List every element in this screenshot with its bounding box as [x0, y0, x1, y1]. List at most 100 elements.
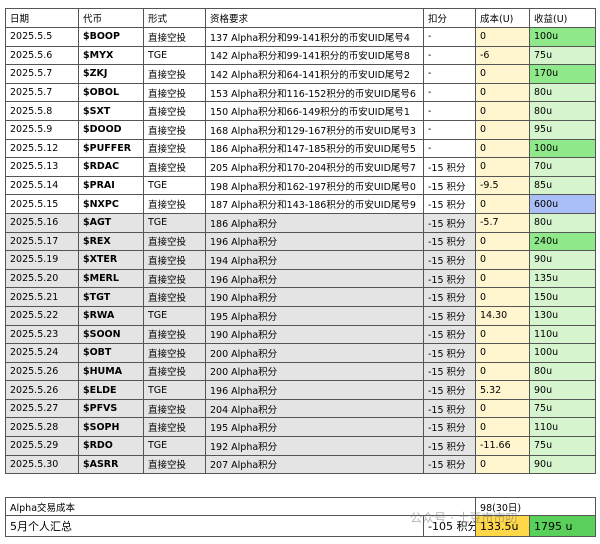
date-cell: 2025.5.15 — [5, 194, 79, 214]
summary-cost: 133.5u — [475, 515, 531, 537]
token-cell: $RDO — [78, 436, 144, 456]
table-row: 2025.5.21 $TGT 直接空投 190 Alpha积分 -15 积分 0 150u — [5, 287, 596, 307]
token-cell: $OBOL — [78, 82, 144, 103]
token-cell: $PRAI — [78, 175, 144, 196]
cost-cell: -9.5 — [475, 175, 530, 196]
requirement-cell: 198 Alpha积分和162-197积分的币安UID尾号0 — [205, 175, 424, 196]
income-cell: 100u — [529, 138, 596, 159]
table-row: 2025.5.24 $OBT 直接空投 200 Alpha积分 -15 积分 0 100u — [5, 343, 596, 363]
points-cell: - — [423, 82, 476, 103]
token-cell: $MYX — [78, 45, 144, 66]
token-cell: $PUFFER — [78, 138, 144, 159]
table-row: 2025.5.5 $BOOP 直接空投 137 Alpha积分和99-141积分的币安… — [5, 27, 596, 47]
token-cell: $OBT — [78, 343, 144, 363]
income-cell: 100u — [529, 27, 596, 47]
cost-cell: 14.30 — [475, 305, 530, 326]
income-cell: 135u — [529, 268, 596, 289]
cost-cell: 0 — [475, 138, 530, 159]
requirement-cell: 142 Alpha积分和99-141积分的币安UID尾号8 — [205, 45, 424, 66]
token-cell: $NXPC — [78, 194, 144, 214]
points-cell: -15 积分 — [423, 417, 476, 438]
token-cell: $DOOD — [78, 119, 144, 140]
summary-row: 5月个人汇总 -105 积分 133.5u 1795 u — [5, 515, 597, 537]
form-cell: 直接空投 — [143, 27, 206, 47]
table-row: 2025.5.29 $RDO TGE 192 Alpha积分 -15 积分 -11.66 7… — [5, 436, 596, 456]
points-cell: -15 积分 — [423, 212, 476, 233]
table-row: 2025.5.7 $OBOL 直接空投 153 Alpha积分和116-152积分的币… — [5, 82, 596, 103]
table-row: 2025.5.26 $ELDE TGE 196 Alpha积分 -15 积分 5.32 90… — [5, 380, 596, 400]
column-header: 资格要求 — [205, 8, 424, 28]
cost-label: Alpha交易成本 — [4, 497, 477, 516]
token-cell: $REX — [78, 231, 144, 252]
form-cell: 直接空投 — [143, 287, 206, 307]
cost-cell: 0 — [475, 157, 530, 177]
requirement-cell: 200 Alpha积分 — [205, 361, 424, 382]
income-cell: 80u — [529, 82, 596, 103]
watermark: 公众号 · 土豆市市叨 — [410, 511, 518, 525]
date-cell: 2025.5.22 — [5, 305, 79, 326]
points-cell: -15 积分 — [423, 231, 476, 252]
requirement-cell: 200 Alpha积分 — [205, 343, 424, 363]
table-row: 2025.5.30 $ASRR 直接空投 207 Alpha积分 -15 积分 0 90u — [5, 454, 596, 475]
form-cell: 直接空投 — [143, 398, 206, 419]
points-cell: -15 积分 — [423, 157, 476, 177]
date-cell: 2025.5.27 — [5, 398, 79, 419]
form-cell: 直接空投 — [143, 231, 206, 252]
form-cell: 直接空投 — [143, 268, 206, 289]
requirement-cell: 194 Alpha积分 — [205, 250, 424, 270]
cost-cell: 0 — [475, 250, 530, 270]
date-cell: 2025.5.8 — [5, 101, 79, 121]
income-cell: 70u — [529, 157, 596, 177]
points-cell: -15 积分 — [423, 380, 476, 400]
table-row: 2025.5.19 $XTER 直接空投 194 Alpha积分 -15 积分 0 90u — [5, 250, 596, 270]
income-cell: 110u — [529, 324, 596, 345]
token-cell: $PFVS — [78, 398, 144, 419]
date-cell: 2025.5.20 — [5, 268, 79, 289]
income-cell: 90u — [529, 454, 596, 475]
income-cell: 80u — [529, 361, 596, 382]
cost-cell: 0 — [475, 361, 530, 382]
points-cell: -15 积分 — [423, 398, 476, 419]
income-cell: 80u — [529, 101, 596, 121]
points-cell: -15 积分 — [423, 268, 476, 289]
income-cell: 80u — [529, 212, 596, 233]
date-cell: 2025.5.5 — [5, 27, 79, 47]
table-row: 2025.5.7 $ZKJ 直接空投 142 Alpha积分和64-141积分的币安U… — [5, 64, 596, 84]
date-cell: 2025.5.29 — [5, 436, 79, 456]
income-cell: 90u — [529, 250, 596, 270]
summary-income: 1795 u — [529, 515, 597, 537]
table-row: 2025.5.8 $SXT 直接空投 150 Alpha积分和66-149积分的币安U… — [5, 101, 596, 121]
token-cell: $XTER — [78, 250, 144, 270]
token-cell: $HUMA — [78, 361, 144, 382]
income-cell: 85u — [529, 175, 596, 196]
summary-label: 5月个人汇总 — [5, 515, 424, 537]
airdrop-table: 日期 代币 形式 资格要求 扣分 成本(U) 收益(U) 2025.5.5 $BOOP 直接空投… — [5, 8, 596, 475]
income-cell: 150u — [529, 287, 596, 307]
requirement-cell: 196 Alpha积分 — [205, 380, 424, 400]
date-cell: 2025.5.6 — [5, 45, 79, 66]
cost-cell: -5.7 — [475, 212, 530, 233]
points-cell: - — [423, 119, 476, 140]
column-header: 代币 — [78, 8, 144, 28]
form-cell: 直接空投 — [143, 343, 206, 363]
form-cell: TGE — [143, 175, 206, 196]
table-row: 2025.5.14 $PRAI TGE 198 Alpha积分和162-197积分的币… — [5, 175, 596, 196]
points-cell: -15 积分 — [423, 343, 476, 363]
requirement-cell: 196 Alpha积分 — [205, 268, 424, 289]
form-cell: TGE — [143, 212, 206, 233]
income-cell: 75u — [529, 45, 596, 66]
form-cell: TGE — [143, 380, 206, 400]
requirement-cell: 192 Alpha积分 — [205, 436, 424, 456]
form-cell: 直接空投 — [143, 82, 206, 103]
income-cell: 75u — [529, 436, 596, 456]
requirement-cell: 190 Alpha积分 — [205, 287, 424, 307]
cost-cell: 0 — [475, 82, 530, 103]
token-cell: $SOPH — [78, 417, 144, 438]
table-row: 2025.5.9 $DOOD 直接空投 168 Alpha积分和129-167积分的币… — [5, 119, 596, 140]
requirement-cell: 142 Alpha积分和64-141积分的币安UID尾号2 — [205, 64, 424, 84]
requirement-cell: 196 Alpha积分 — [205, 231, 424, 252]
date-cell: 2025.5.23 — [5, 324, 79, 345]
income-cell: 90u — [529, 380, 596, 400]
form-cell: 直接空投 — [143, 138, 206, 159]
